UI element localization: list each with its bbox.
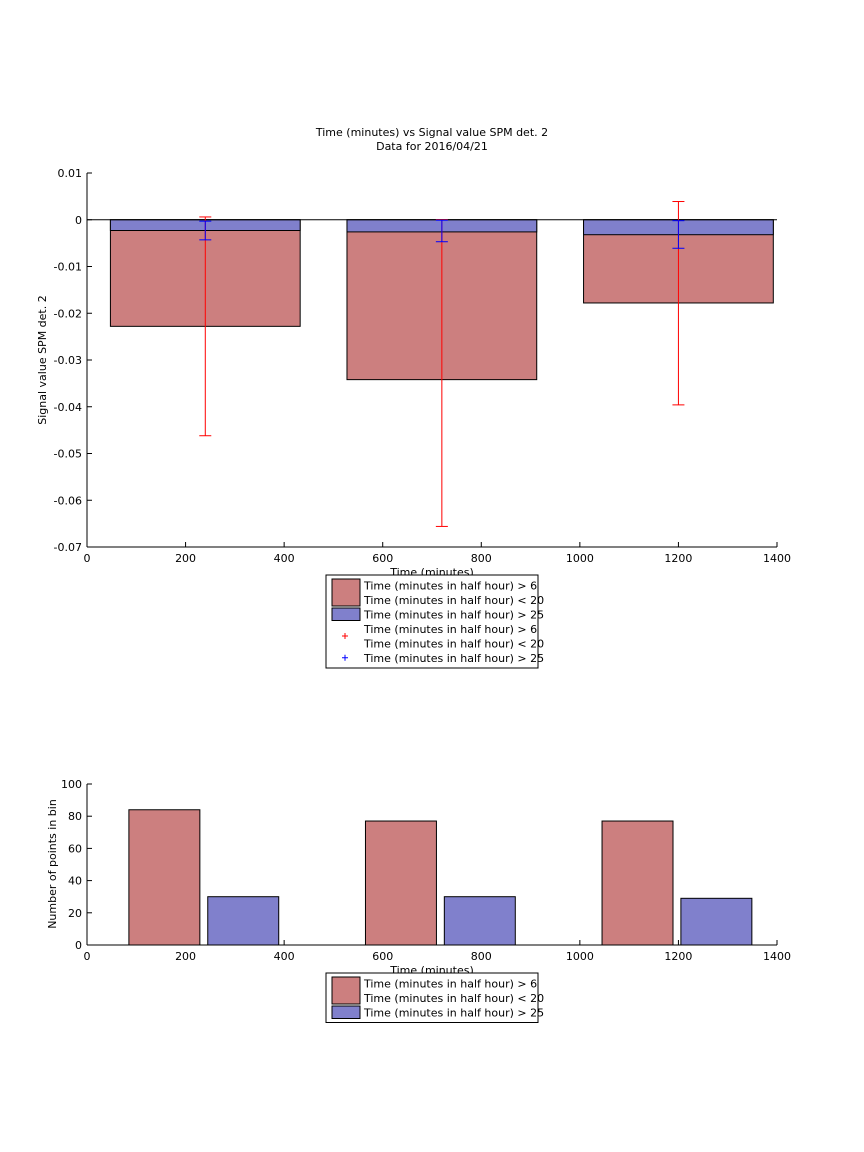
legend-swatch — [331, 578, 361, 607]
y-tick-label: 0.01 — [58, 167, 83, 180]
chart-title: Time (minutes) vs Signal value SPM det. … — [315, 126, 548, 139]
y-tick-label: 100 — [61, 778, 82, 791]
legend-label: Time (minutes in half hour) > 6 — [363, 978, 537, 991]
legend-label: Time (minutes in half hour) > 6 — [363, 623, 537, 636]
y-tick-label: -0.05 — [54, 448, 82, 461]
count-chart: 0 200 400 600 800 1000 1200 1400 0 20 40 60 80 100 Ti… — [46, 778, 791, 1023]
x-tick-label: 1200 — [664, 950, 692, 963]
y-tick-label: -0.04 — [54, 401, 82, 414]
y-tick-label: -0.02 — [54, 307, 82, 320]
legend-swatch — [331, 1005, 361, 1019]
legend-label: Time (minutes in half hour) < 20 — [363, 638, 544, 651]
x-tick-label: 1400 — [763, 552, 791, 565]
y-tick-label: 60 — [68, 842, 82, 855]
plot-area: 0 200 400 600 800 1000 1200 1400 0.01 0 -0.01 -0.02… — [54, 167, 791, 565]
bar — [364, 820, 437, 946]
legend-swatch — [331, 976, 361, 1005]
y-tick-label: 40 — [68, 875, 82, 888]
y-tick-label: -0.03 — [54, 354, 82, 367]
legend-box — [325, 972, 539, 1023]
x-tick-label: 200 — [175, 950, 196, 963]
legend-label: Time (minutes in half hour) < 20 — [363, 992, 544, 1005]
x-tick-label: 200 — [175, 552, 196, 565]
legend-label: Time (minutes in half hour) > 25 — [363, 1007, 544, 1020]
y-axis-label: Number of points in bin — [46, 799, 59, 929]
y-tick-label: -0.06 — [54, 494, 82, 507]
legend-label: Time (minutes in half hour) > 6 — [363, 580, 537, 593]
plot-area: 0 200 400 600 800 1000 1200 1400 0 20 40 60 80 100 — [61, 778, 791, 963]
bar — [207, 896, 280, 946]
bar — [601, 820, 674, 946]
y-tick-label: 0 — [75, 939, 82, 952]
y-tick-label: -0.07 — [54, 541, 82, 554]
legend-swatch — [331, 607, 361, 621]
x-tick-label: 400 — [274, 552, 295, 565]
signal-chart: Time (minutes) vs Signal value SPM det. … — [36, 126, 791, 669]
y-tick-label: 80 — [68, 810, 82, 823]
x-tick-label: 400 — [274, 950, 295, 963]
y-axis-label: Signal value SPM det. 2 — [36, 295, 49, 425]
bar — [680, 897, 753, 946]
x-tick-label: 0 — [84, 552, 91, 565]
x-tick-label: 600 — [372, 552, 393, 565]
chart-subtitle: Data for 2016/04/21 — [376, 140, 488, 153]
legend-label: Time (minutes in half hour) < 20 — [363, 594, 544, 607]
x-tick-label: 0 — [84, 950, 91, 963]
x-tick-label: 800 — [471, 552, 492, 565]
legend-label: Time (minutes in half hour) > 25 — [363, 609, 544, 622]
legend-label: Time (minutes in half hour) > 25 — [363, 652, 544, 665]
legend-box — [325, 574, 539, 669]
x-tick-label: 600 — [372, 950, 393, 963]
bar — [128, 809, 201, 946]
y-tick-label: 20 — [68, 907, 82, 920]
x-tick-label: 800 — [471, 950, 492, 963]
x-tick-label: 1200 — [664, 552, 692, 565]
x-tick-label: 1000 — [566, 950, 594, 963]
bar — [443, 896, 516, 946]
x-tick-label: 1000 — [566, 552, 594, 565]
y-tick-label: 0 — [75, 214, 82, 227]
y-tick-label: -0.01 — [54, 261, 82, 274]
x-tick-label: 1400 — [763, 950, 791, 963]
